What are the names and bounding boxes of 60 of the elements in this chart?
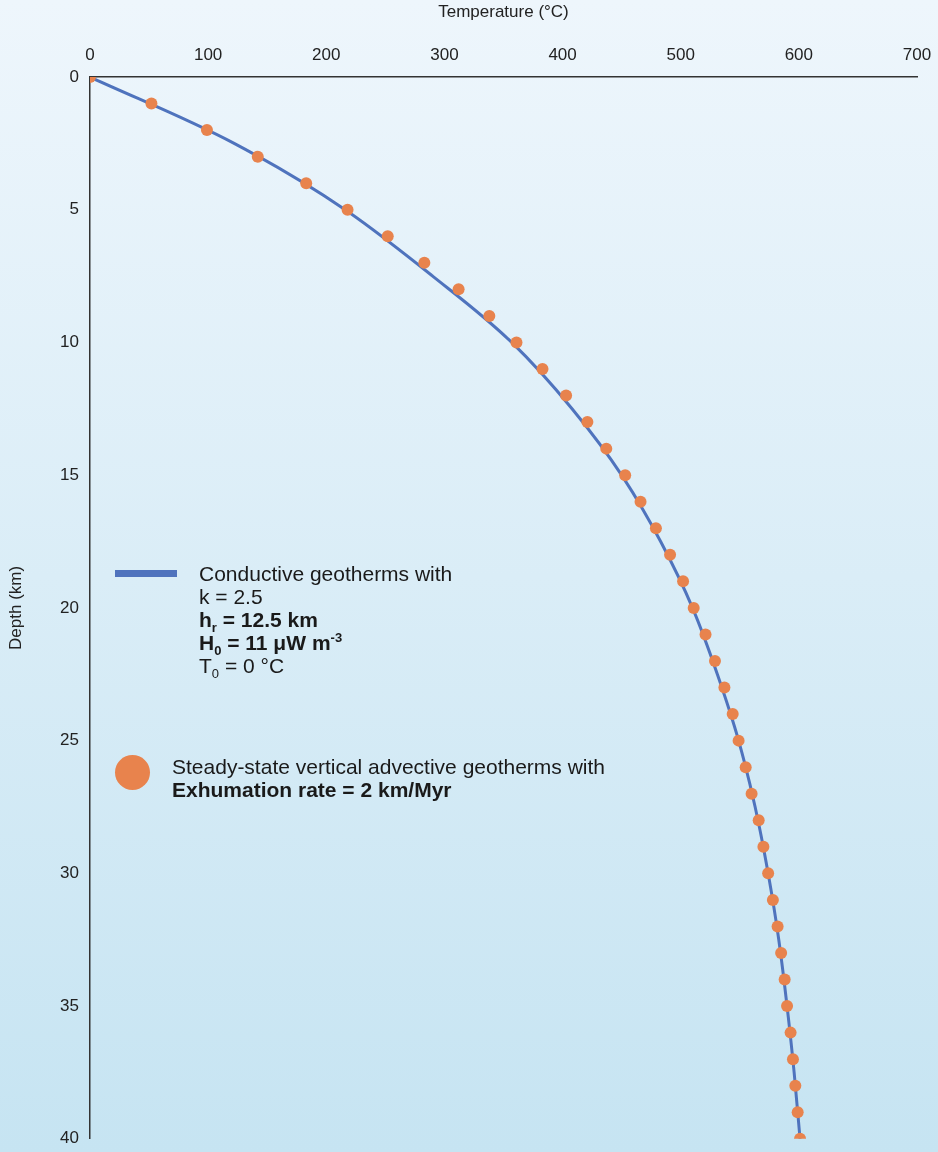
- x-tick-label: 300: [430, 45, 459, 65]
- point: [745, 787, 758, 800]
- point: [664, 548, 677, 561]
- point: [600, 442, 613, 455]
- y-tick-label: 35: [60, 995, 79, 1015]
- x-tick-label: 500: [666, 45, 695, 65]
- point: [762, 867, 775, 880]
- point: [699, 628, 712, 641]
- point: [619, 469, 632, 482]
- y-axis-title: Depth (km): [5, 565, 25, 650]
- point: [775, 946, 788, 959]
- point: [649, 522, 662, 535]
- y-tick-label: 5: [69, 199, 79, 219]
- x-tick-label: 600: [784, 45, 814, 65]
- point: [786, 1053, 799, 1066]
- point: [381, 230, 394, 243]
- point: [752, 814, 765, 827]
- text: Conductive geotherms with k = 2.5 h$_{r}$ = 12.5 km H$_{0}$ = 11 μW m$^{-3}$ T$_{0}$ = 0 °C: [199, 562, 453, 682]
- point: [200, 124, 213, 137]
- point: [300, 177, 313, 190]
- y-tick-label: 10: [60, 332, 79, 352]
- point: [560, 389, 573, 402]
- point: [452, 283, 465, 296]
- y-tick-label: 20: [60, 597, 79, 617]
- point: [581, 416, 594, 429]
- point: [791, 1106, 804, 1119]
- y-tick-label: 30: [60, 863, 79, 883]
- point: [510, 336, 523, 349]
- point: [418, 256, 431, 269]
- x-tick-label: 100: [193, 45, 223, 65]
- legend-label: Steady-state vertical advective geotherms with Exhumation rate = 2 km/Myr: [172, 755, 606, 801]
- point: [677, 575, 690, 588]
- point: [757, 840, 770, 853]
- point: [145, 97, 158, 110]
- point: [251, 150, 264, 163]
- y-tick-label: 40: [60, 1128, 79, 1148]
- x-tick-label: 200: [312, 45, 341, 65]
- point: [784, 1026, 797, 1039]
- x-tick-label: 0: [85, 45, 95, 65]
- point: [634, 495, 647, 508]
- point: [341, 203, 354, 216]
- point: [771, 920, 784, 933]
- x-tick-label: 400: [548, 45, 577, 65]
- y-tick-label: 25: [60, 730, 79, 750]
- point: [778, 973, 791, 986]
- point: [739, 761, 752, 774]
- point: [766, 893, 779, 906]
- x-tick-label: 700: [902, 45, 932, 65]
- point: [536, 363, 549, 375]
- point: [789, 1079, 802, 1092]
- point: [732, 734, 745, 747]
- y-tick-label: 15: [60, 464, 79, 484]
- point: [718, 681, 731, 694]
- point: [781, 1000, 794, 1013]
- point: [483, 309, 496, 322]
- point: [687, 601, 700, 614]
- y-tick-label: 0: [69, 66, 79, 86]
- point: [708, 654, 721, 667]
- point: [726, 708, 739, 721]
- x-axis-title: Temperature (°C): [438, 1, 569, 21]
